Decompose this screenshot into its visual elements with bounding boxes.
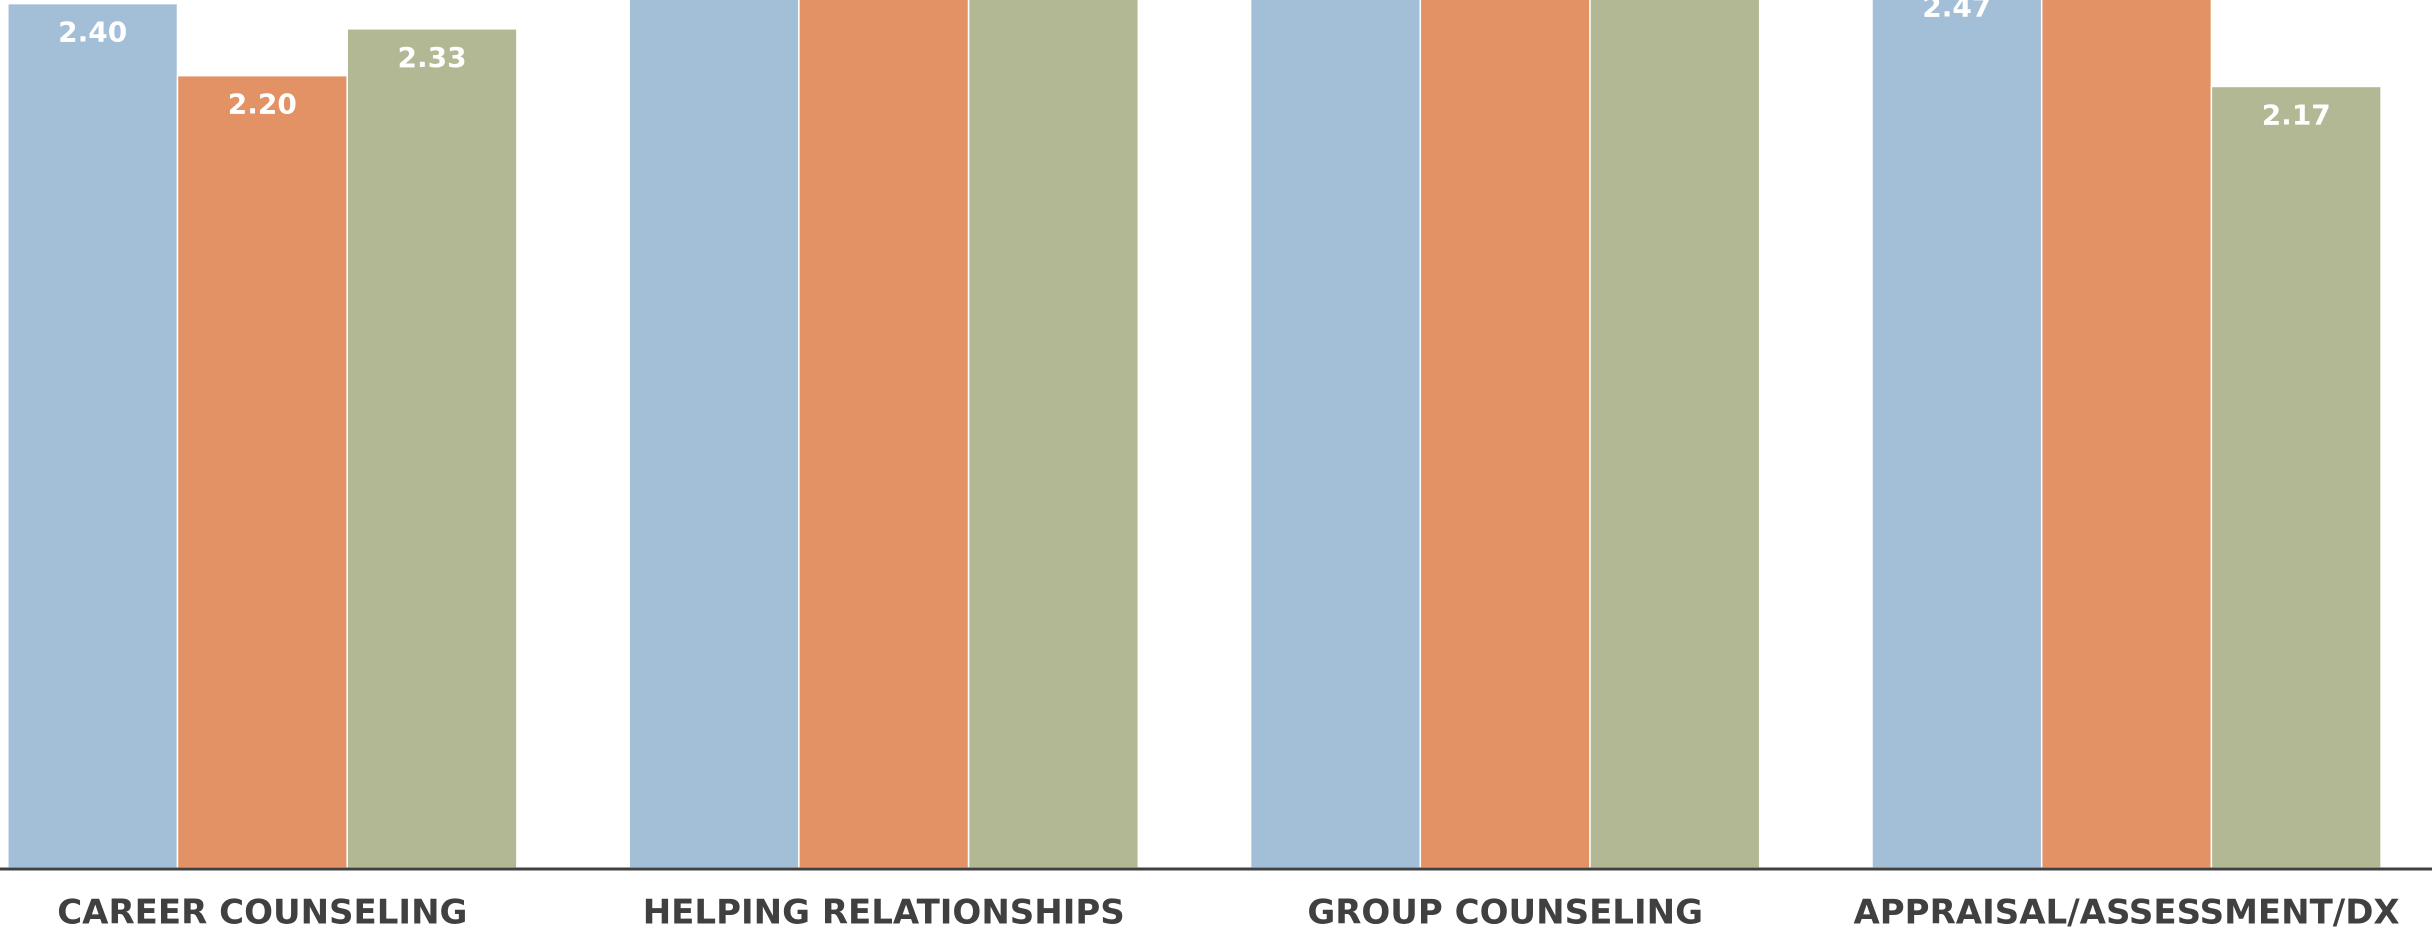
x-tick-label: GROUP COUNSELING (1307, 893, 1703, 933)
bar (2210, 85, 2382, 869)
data-label: 2.47 (1922, 0, 1991, 23)
bar (628, 0, 800, 869)
x-tick-label: HELPING RELATIONSHIPS (643, 893, 1125, 933)
bar (1871, 0, 2043, 869)
bar (1249, 0, 1422, 869)
data-label: 2.17 (2262, 98, 2331, 131)
data-label: 2.20 (228, 88, 297, 121)
x-tick-label: CAREER COUNSELING (57, 893, 467, 933)
x-tick-label: APPRAISAL/ASSESSMENT/DX (1853, 893, 2399, 933)
bar (1589, 0, 1761, 869)
bar (798, 0, 970, 869)
bar (346, 28, 518, 869)
bar (1419, 0, 1591, 869)
bar (967, 0, 1140, 869)
data-label: 2.40 (58, 16, 127, 49)
data-label: 2.33 (398, 41, 467, 74)
bar (2040, 0, 2213, 869)
bar (176, 74, 348, 869)
bar (7, 2, 179, 869)
